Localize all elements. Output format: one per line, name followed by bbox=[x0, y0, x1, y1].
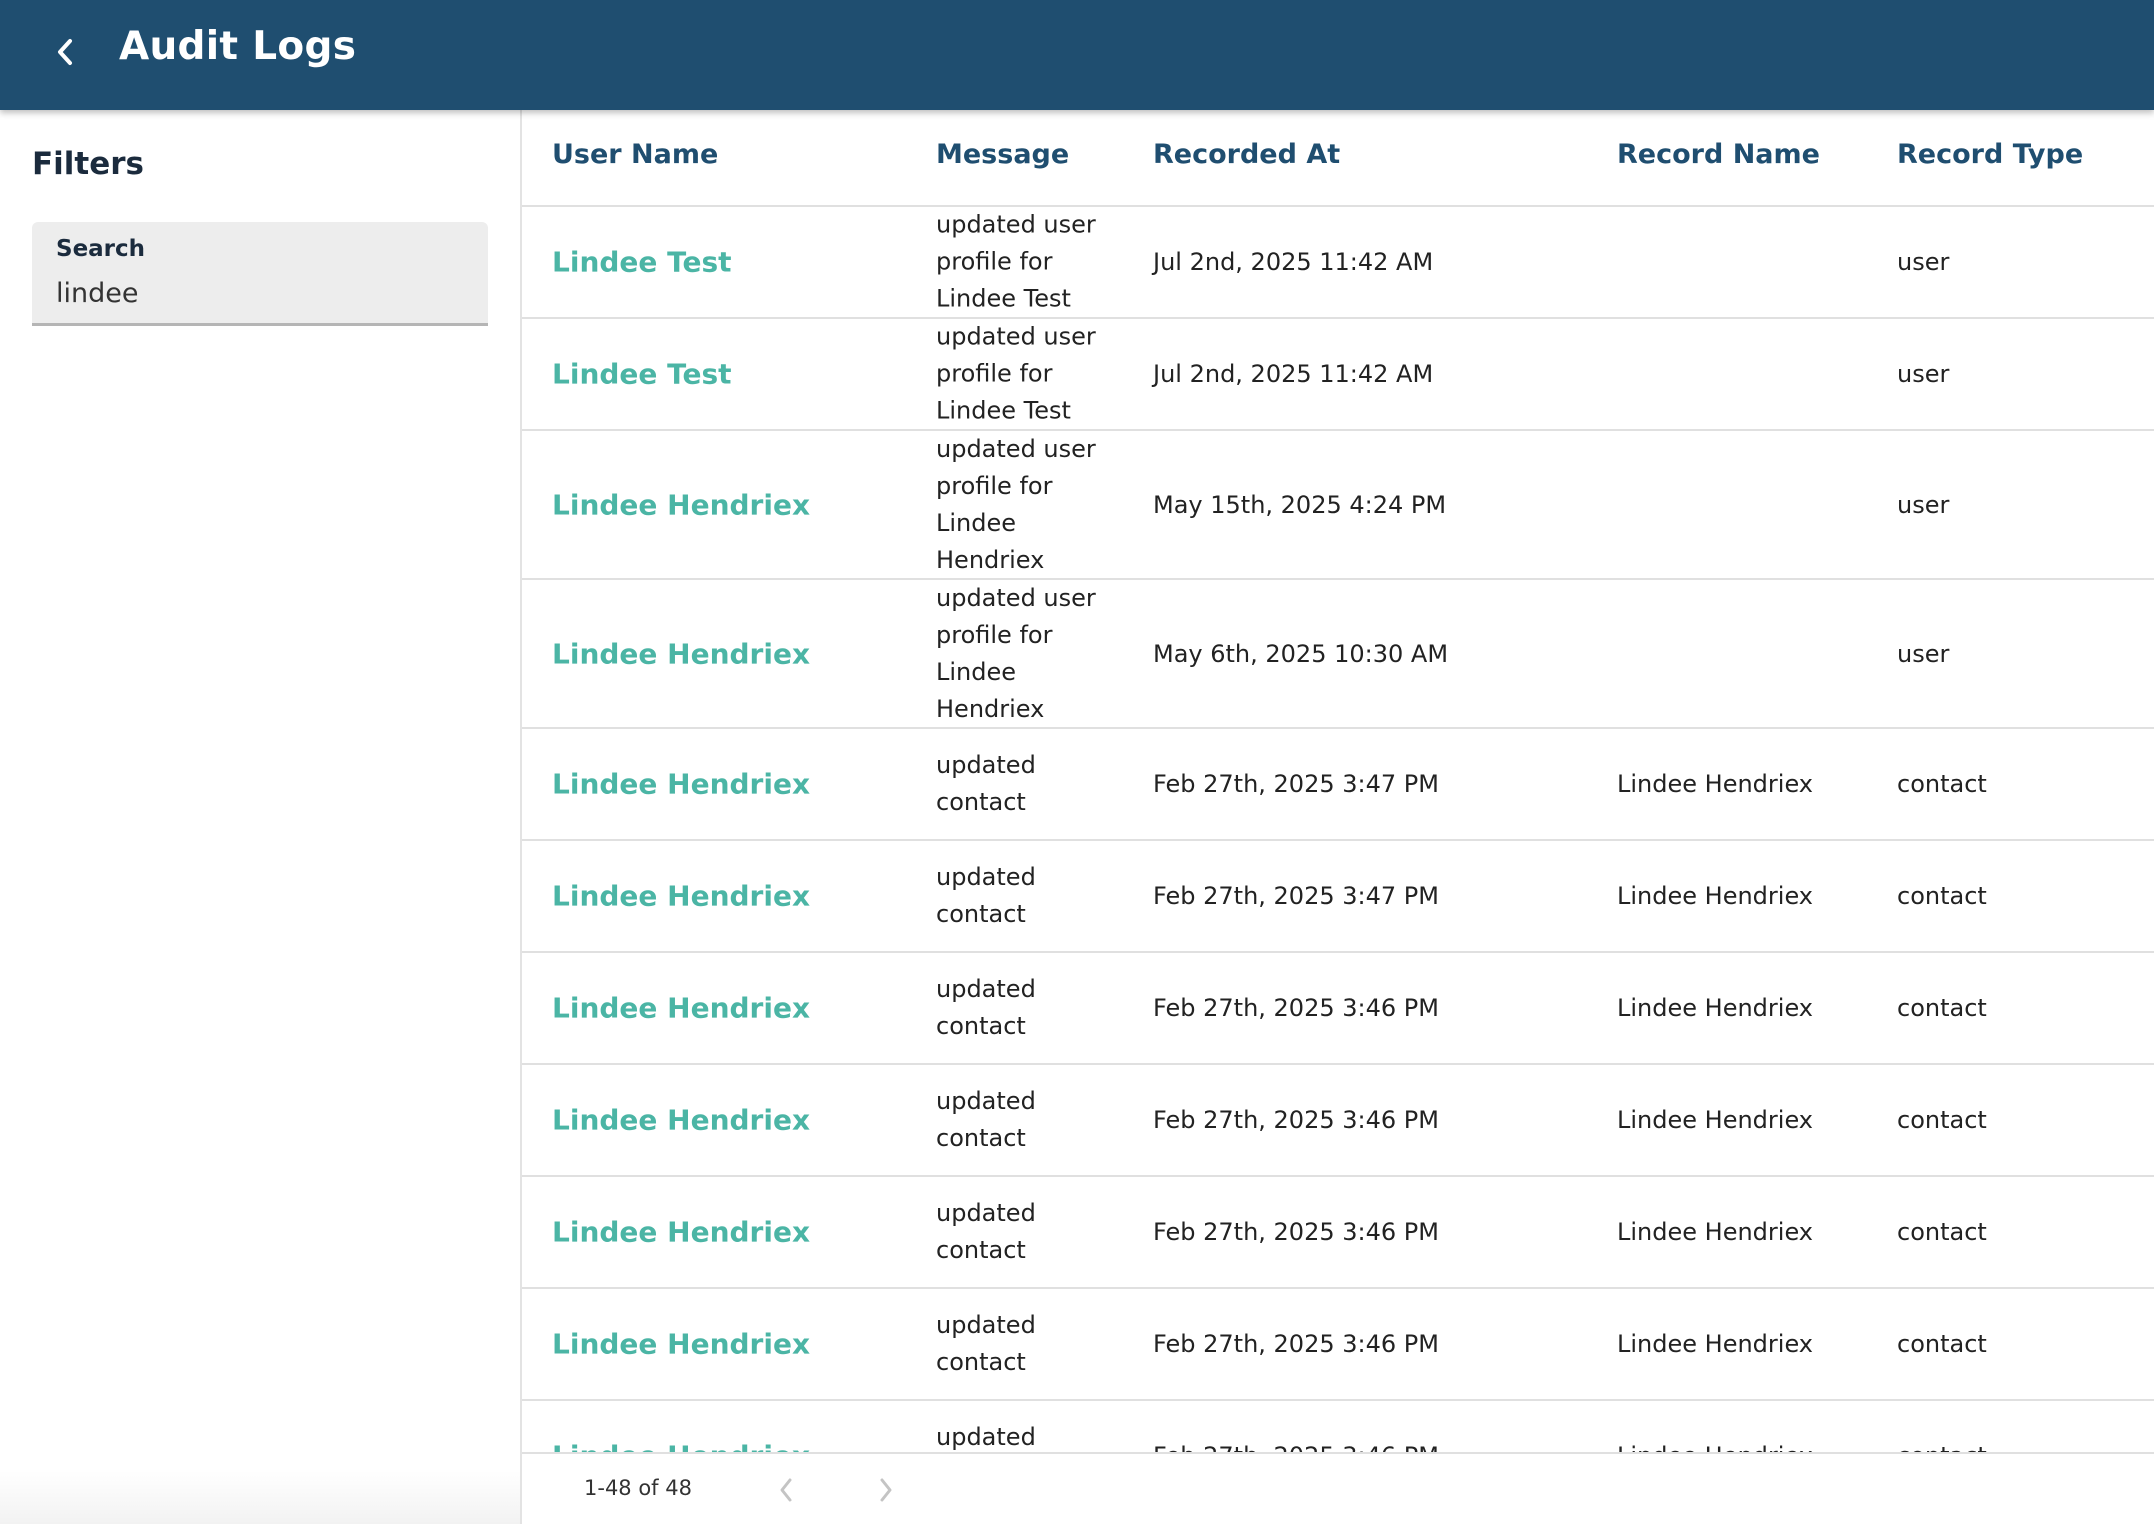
message-cell: updated contact bbox=[936, 1087, 1036, 1152]
recorded-at-cell: Feb 27th, 2025 3:47 PM bbox=[1153, 770, 1439, 798]
record-name-cell: Lindee Hendriex bbox=[1617, 1330, 1813, 1358]
column-header-user-name[interactable]: User Name bbox=[552, 139, 719, 170]
table-row[interactable]: Lindee Hendriex updated contact Feb 27th… bbox=[522, 841, 2154, 953]
message-cell: updated contact bbox=[936, 1199, 1036, 1264]
user-name-link[interactable]: Lindee Test bbox=[552, 357, 732, 391]
column-header-recorded-at[interactable]: Recorded At bbox=[1153, 139, 1341, 170]
previous-page-button[interactable] bbox=[764, 1468, 808, 1512]
record-type-cell: contact bbox=[1897, 882, 1987, 910]
user-name-link[interactable]: Lindee Hendriex bbox=[552, 637, 811, 670]
user-name-link[interactable]: Lindee Hendriex bbox=[552, 488, 811, 521]
record-type-cell: contact bbox=[1897, 1106, 1987, 1134]
record-name-cell: Lindee Hendriex bbox=[1617, 1218, 1813, 1246]
column-header-record-name[interactable]: Record Name bbox=[1617, 139, 1820, 170]
record-type-cell: user bbox=[1897, 360, 1950, 388]
recorded-at-cell: May 6th, 2025 10:30 AM bbox=[1153, 639, 1449, 668]
table-body: Lindee Test updated user profile for Lin… bbox=[522, 207, 2154, 1513]
table-row[interactable]: Lindee Hendriex updated user profile for… bbox=[522, 431, 2154, 580]
filters-sidebar: Filters Search bbox=[0, 110, 522, 1524]
message-cell: updated contact bbox=[936, 975, 1036, 1040]
user-name-link[interactable]: Lindee Hendriex bbox=[552, 1103, 811, 1137]
record-type-cell: contact bbox=[1897, 770, 1987, 798]
record-type-cell: contact bbox=[1897, 1218, 1987, 1246]
record-type-cell: contact bbox=[1897, 994, 1987, 1022]
pagination-range: 1-48 of 48 bbox=[584, 1476, 692, 1500]
table-row[interactable]: Lindee Hendriex updated contact Feb 27th… bbox=[522, 729, 2154, 841]
table-row[interactable]: Lindee Hendriex updated user profile for… bbox=[522, 580, 2154, 729]
table-row[interactable]: Lindee Hendriex updated contact Feb 27th… bbox=[522, 1065, 2154, 1177]
recorded-at-cell: Feb 27th, 2025 3:46 PM bbox=[1153, 1218, 1439, 1246]
user-name-link[interactable]: Lindee Hendriex bbox=[552, 1327, 811, 1361]
recorded-at-cell: May 15th, 2025 4:24 PM bbox=[1153, 490, 1447, 519]
record-name-cell: Lindee Hendriex bbox=[1617, 994, 1813, 1022]
record-type-cell: contact bbox=[1897, 1330, 1987, 1358]
message-cell: updated user profile for Lindee Test bbox=[936, 322, 1096, 425]
record-type-cell: user bbox=[1897, 490, 1950, 519]
message-cell: updated contact bbox=[936, 863, 1036, 928]
message-cell: updated contact bbox=[936, 751, 1036, 816]
record-name-cell: Lindee Hendriex bbox=[1617, 882, 1813, 910]
table-row[interactable]: Lindee Hendriex updated contact Feb 27th… bbox=[522, 1289, 2154, 1401]
pagination-bar: 1-48 of 48 bbox=[522, 1452, 2154, 1526]
record-type-cell: user bbox=[1897, 248, 1950, 276]
recorded-at-cell: Jul 2nd, 2025 11:42 AM bbox=[1153, 248, 1434, 276]
user-name-link[interactable]: Lindee Hendriex bbox=[552, 1215, 811, 1249]
search-field[interactable]: Search bbox=[32, 222, 488, 326]
record-name-cell: Lindee Hendriex bbox=[1617, 770, 1813, 798]
sidebar-bottom-fade bbox=[0, 1470, 520, 1524]
recorded-at-cell: Feb 27th, 2025 3:46 PM bbox=[1153, 1330, 1439, 1358]
message-cell: updated user profile for Lindee Hendriex bbox=[936, 434, 1096, 574]
user-name-link[interactable]: Lindee Hendriex bbox=[552, 767, 811, 801]
app-header: Audit Logs bbox=[0, 0, 2154, 110]
user-name-link[interactable]: Lindee Hendriex bbox=[552, 991, 811, 1025]
user-name-link[interactable]: Lindee Hendriex bbox=[552, 879, 811, 913]
table-row[interactable]: Lindee Hendriex updated contact Feb 27th… bbox=[522, 953, 2154, 1065]
table-header: User Name Message Recorded At Record Nam… bbox=[522, 110, 2154, 207]
back-button[interactable] bbox=[40, 23, 90, 81]
chevron-left-icon bbox=[780, 1478, 792, 1502]
table-row[interactable]: Lindee Test updated user profile for Lin… bbox=[522, 319, 2154, 431]
column-header-message[interactable]: Message bbox=[936, 139, 1070, 170]
search-input[interactable] bbox=[56, 274, 466, 312]
user-name-link[interactable]: Lindee Test bbox=[552, 245, 732, 279]
recorded-at-cell: Feb 27th, 2025 3:47 PM bbox=[1153, 882, 1439, 910]
search-label: Search bbox=[56, 236, 146, 262]
chevron-left-icon bbox=[58, 39, 72, 65]
recorded-at-cell: Jul 2nd, 2025 11:42 AM bbox=[1153, 360, 1434, 388]
recorded-at-cell: Feb 27th, 2025 3:46 PM bbox=[1153, 994, 1439, 1022]
recorded-at-cell: Feb 27th, 2025 3:46 PM bbox=[1153, 1106, 1439, 1134]
chevron-right-icon bbox=[880, 1478, 892, 1502]
message-cell: updated user profile for Lindee Hendriex bbox=[936, 583, 1096, 723]
table-row[interactable]: Lindee Test updated user profile for Lin… bbox=[522, 207, 2154, 319]
record-name-cell: Lindee Hendriex bbox=[1617, 1106, 1813, 1134]
message-cell: updated contact bbox=[936, 1311, 1036, 1376]
audit-log-table: User Name Message Recorded At Record Nam… bbox=[522, 110, 2154, 1524]
message-cell: updated user profile for Lindee Test bbox=[936, 210, 1096, 313]
next-page-button[interactable] bbox=[864, 1468, 908, 1512]
table-row[interactable]: Lindee Hendriex updated contact Feb 27th… bbox=[522, 1177, 2154, 1289]
record-type-cell: user bbox=[1897, 639, 1950, 668]
page-title: Audit Logs bbox=[119, 24, 357, 69]
filters-title: Filters bbox=[32, 146, 145, 182]
column-header-record-type[interactable]: Record Type bbox=[1897, 139, 2084, 170]
